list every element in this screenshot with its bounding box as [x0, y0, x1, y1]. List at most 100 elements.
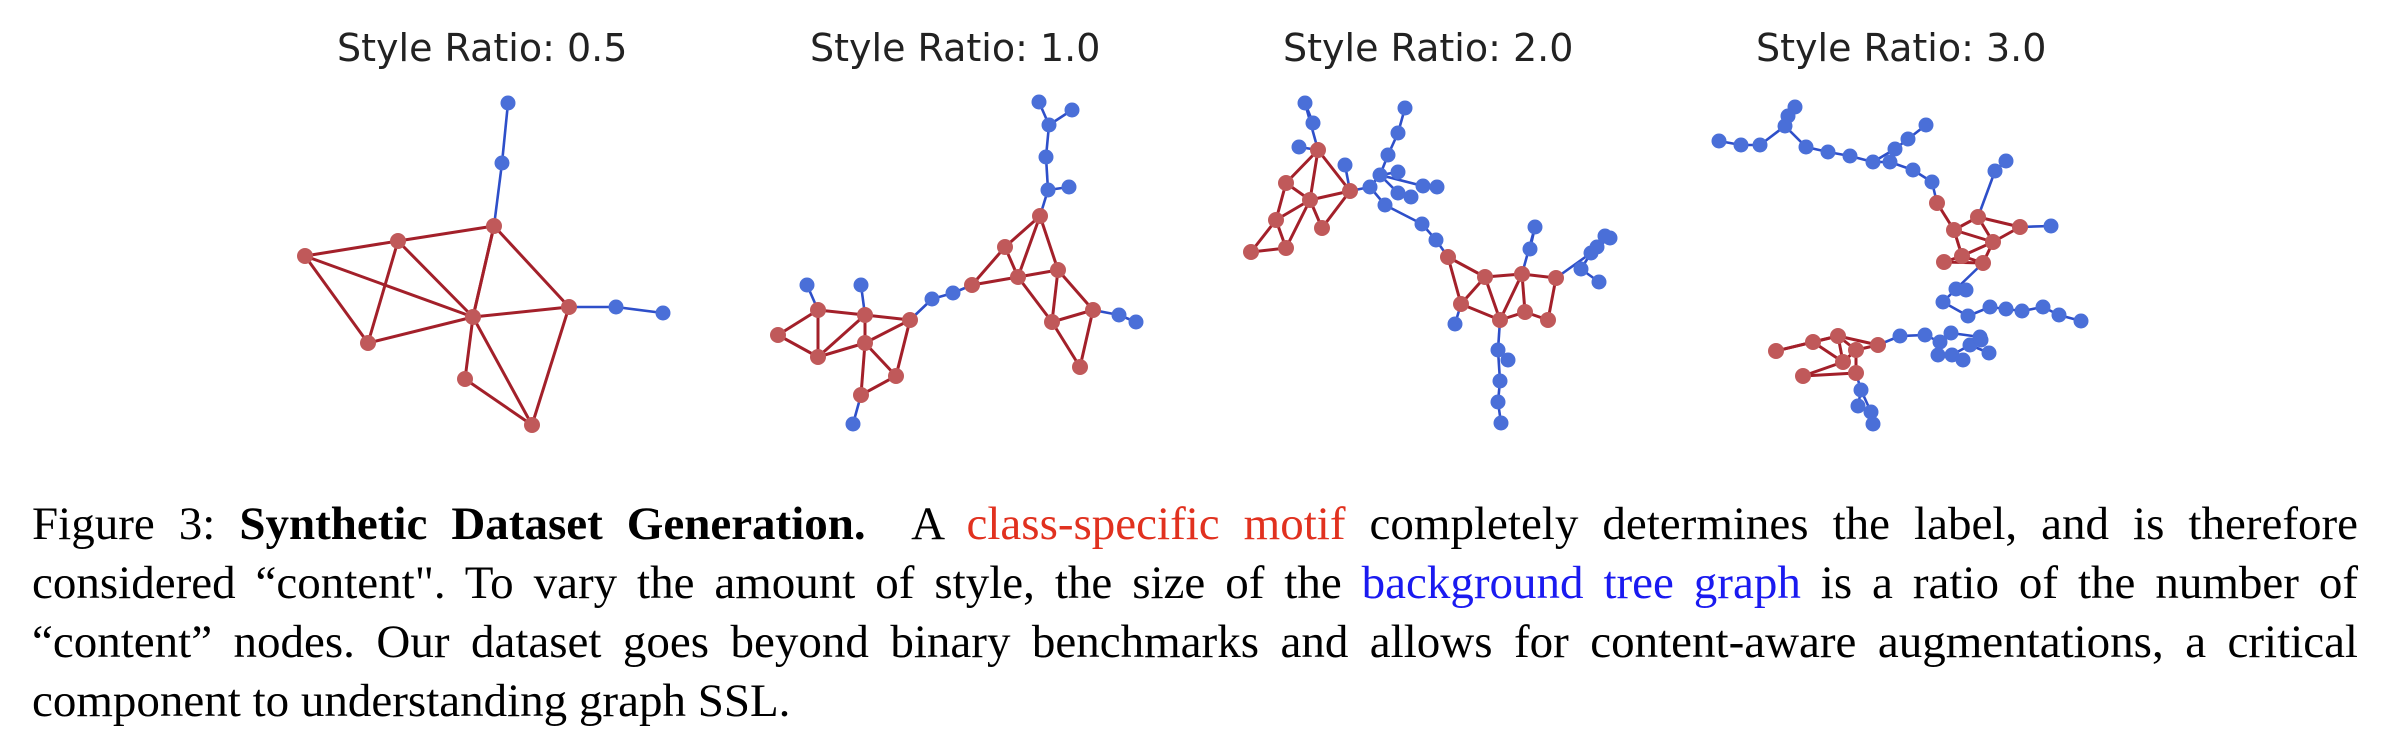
- graph-panel-1: [770, 94, 1144, 432]
- tree-node-26: [1887, 141, 1903, 157]
- tree-highlight: background tree graph: [1361, 557, 1801, 609]
- caption-text-1: A: [911, 498, 943, 550]
- motif-edge-0: [304, 239, 399, 258]
- graph-panel-3: [1711, 99, 2089, 432]
- tree-node-28: [1918, 117, 1934, 133]
- tree-node-42: [2035, 299, 2051, 315]
- motif-edge-1: [397, 224, 495, 243]
- motif-edge-7: [492, 224, 571, 309]
- motif-edge-9: [463, 316, 475, 380]
- motif-edge-20: [1016, 276, 1054, 323]
- tree-node-57: [1850, 398, 1866, 414]
- tree-node-34: [2043, 218, 2059, 234]
- graph-figures: [297, 94, 2089, 433]
- tree-node-53: [1981, 345, 1997, 361]
- motif-edge-8: [472, 305, 570, 319]
- tree-node-38: [1591, 274, 1607, 290]
- tree-node-21: [1377, 197, 1393, 213]
- tree-node-58: [1863, 404, 1879, 420]
- tree-node-21: [1780, 108, 1796, 124]
- motif-edge-16: [1446, 256, 1463, 305]
- tree-node-8: [494, 155, 510, 171]
- motif-node-10: [1050, 262, 1066, 278]
- tree-node-11: [655, 305, 671, 321]
- motif-node-15: [1540, 312, 1556, 328]
- tree-node-45: [1892, 328, 1908, 344]
- motif-node-3: [810, 349, 826, 365]
- motif-node-0: [297, 248, 313, 264]
- motif-node-2: [857, 307, 873, 323]
- tree-node-10: [608, 299, 624, 315]
- motif-node-10: [1514, 266, 1530, 282]
- tree-node-31: [1924, 174, 1940, 190]
- motif-node-1: [1946, 222, 1962, 238]
- tree-edge-15: [492, 162, 504, 227]
- tree-node-43: [2051, 307, 2067, 323]
- motif-node-5: [1268, 212, 1284, 228]
- motif-node-9: [1477, 269, 1493, 285]
- motif-node-14: [1085, 302, 1101, 318]
- tree-node-42: [1490, 342, 1506, 358]
- tree-node-33: [1998, 153, 2014, 169]
- tree-node-16: [1297, 95, 1313, 111]
- tree-node-56: [1853, 382, 1869, 398]
- tree-node-20: [945, 285, 961, 301]
- motif-node-5: [888, 368, 904, 384]
- figure-caption: Figure 3: Synthetic Dataset Generation. …: [32, 495, 2358, 731]
- tree-node-39: [1982, 299, 1998, 315]
- tree-node-27: [1111, 307, 1127, 323]
- motif-edge-12: [894, 319, 912, 377]
- tree-node-22: [1061, 179, 1077, 195]
- motif-node-7: [1278, 240, 1294, 256]
- motif-edge-10: [859, 342, 867, 396]
- panel-title-1: Style Ratio: 1.0: [810, 26, 1101, 70]
- motif-node-12: [1453, 296, 1469, 312]
- tree-node-19: [1337, 157, 1353, 173]
- motif-node-6: [902, 312, 918, 328]
- tree-node-54: [1955, 352, 1971, 368]
- tree-node-25: [1031, 94, 1047, 110]
- graph-panel-2: [1243, 95, 1618, 431]
- motif-edge-23: [1050, 269, 1060, 323]
- tree-node-31: [1414, 216, 1430, 232]
- tree-edge-40: [1976, 170, 1997, 218]
- motif-node-7: [524, 417, 540, 433]
- motif-node-14: [1517, 304, 1533, 320]
- motif-node-9: [1805, 334, 1821, 350]
- motif-node-1: [1278, 175, 1294, 191]
- tree-node-16: [799, 277, 815, 293]
- motif-node-1: [810, 302, 826, 318]
- tree-node-23: [1038, 149, 1054, 165]
- motif-node-3: [465, 309, 481, 325]
- motif-node-7: [1975, 255, 1991, 271]
- motif-edge-21: [1056, 269, 1095, 311]
- motif-node-0: [1929, 195, 1945, 211]
- motif-edge-1: [1308, 149, 1320, 201]
- motif-node-8: [1768, 343, 1784, 359]
- tree-node-21: [1040, 182, 1056, 198]
- tree-node-19: [924, 291, 940, 307]
- tree-edge-16: [500, 102, 510, 164]
- motif-node-15: [1848, 365, 1864, 381]
- tree-node-47: [1932, 334, 1948, 350]
- tree-node-25: [1865, 154, 1881, 170]
- tree-node-24: [1041, 117, 1057, 133]
- tree-node-36: [1958, 282, 1974, 298]
- tree-node-29: [1882, 154, 1898, 170]
- motif-node-7: [853, 387, 869, 403]
- tree-node-33: [1527, 219, 1543, 235]
- motif-node-12: [1870, 337, 1886, 353]
- motif-edge-18: [970, 246, 1007, 286]
- motif-edge-4: [366, 240, 400, 344]
- motif-node-4: [857, 335, 873, 351]
- motif-edge-4: [817, 313, 866, 359]
- tree-node-36: [1573, 261, 1589, 277]
- tree-node-18: [1752, 137, 1768, 153]
- motif-node-2: [486, 218, 502, 234]
- motif-edge-16: [1016, 215, 1042, 278]
- tree-node-32: [1428, 232, 1444, 248]
- motif-edge-12: [471, 316, 534, 426]
- motif-node-10: [1830, 328, 1846, 344]
- motif-edge-2: [304, 254, 474, 319]
- tree-node-48: [1943, 325, 1959, 341]
